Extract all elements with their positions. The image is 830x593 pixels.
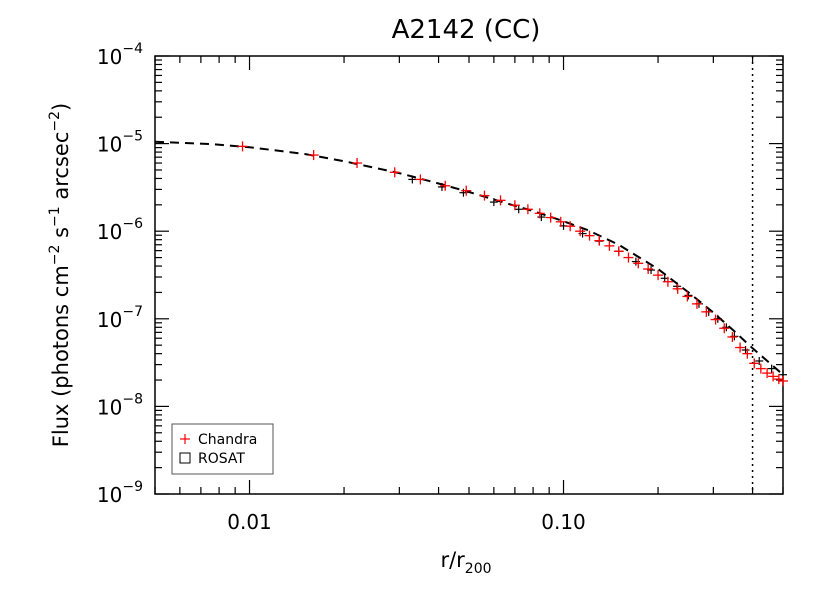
rosat-point [537,213,546,222]
y-tick-base: 10 [97,220,122,244]
x-tick-labels: 0.01 0.10 [227,510,586,534]
chandra-point [727,331,738,342]
chandra-point [735,342,746,353]
chandra-point [389,167,400,178]
y-tick-labels: 10−410−510−610−710−810−9 [97,41,143,507]
rosat-point [408,175,417,184]
chandra-point [719,323,730,334]
y-label-exp: −2 [47,245,63,266]
y-label-part: ) [49,103,73,111]
y-tick-label: 10−7 [97,304,143,332]
y-tick-exponent: −9 [122,479,143,495]
legend-chandra-label: Chandra [198,432,257,448]
y-label-exp: −2 [47,111,63,132]
y-tick-base: 10 [97,483,122,507]
chandra-point [594,235,605,246]
chandra-point [672,283,683,294]
chandra-point [768,371,779,382]
y-tick-exponent: −8 [122,391,143,407]
rosat-point [514,205,523,214]
y-axis-label: Flux (photons cm−2 s−1 arcsec−2) [47,103,73,447]
y-label-part: Flux (photons cm [49,265,73,447]
chandra-point [545,212,556,223]
chandra-point [749,358,760,369]
legend-rosat-marker [179,452,191,464]
y-tick-label: 10−6 [97,216,143,244]
legend: Chandra ROSAT [171,423,274,475]
chandra-point [479,190,490,201]
chandra-point [755,363,766,374]
chandra-point [633,258,644,269]
y-tick-base: 10 [97,395,122,419]
rosat-point [767,364,776,373]
y-tick-label: 10−8 [97,391,143,419]
rosat-point [489,198,498,207]
rosat-series [408,175,787,379]
chandra-point [565,221,576,232]
chandra-point [584,230,595,241]
chandra-point [237,141,248,152]
y-tick-base: 10 [97,308,122,332]
x-tick-label: 0.10 [541,510,586,534]
legend-chandra-marker [180,434,190,444]
y-tick-exponent: −7 [122,304,143,320]
chandra-point [682,291,693,302]
chart-title: A2142 (CC) [392,15,541,45]
chandra-point [415,174,426,185]
chandra-point [352,158,363,169]
chandra-point [701,306,712,317]
rosat-point [741,346,750,355]
chandra-point [653,270,664,281]
y-tick-exponent: −4 [122,41,143,57]
chandra-point [495,195,506,206]
x-axis-label-main: r/r [440,548,465,572]
chandra-point [461,185,472,196]
y-tick-base: 10 [97,133,122,157]
y-tick-exponent: −5 [122,129,143,145]
chandra-point [534,208,545,219]
chandra-series [237,141,788,386]
y-label-part: s [49,227,73,245]
chandra-point [762,368,773,379]
chandra-point [440,180,451,191]
y-label-part: arcsec [49,132,73,207]
chandra-point [662,276,673,287]
rosat-point [722,323,731,332]
x-tick-label: 0.01 [227,510,272,534]
chandra-point [308,150,319,161]
chandra-point [613,246,624,257]
model-dashed-line [154,140,784,376]
chandra-point [773,374,784,385]
legend-box [171,423,274,475]
y-tick-exponent: −6 [122,216,143,232]
chandra-point [555,216,566,227]
plot-area: 0.01 0.10 10−410−510−610−710−810−9 [97,41,788,534]
rosat-point [684,291,693,300]
y-label-exp: −1 [47,206,63,227]
y-tick-label: 10−9 [97,479,143,507]
chandra-point [623,252,634,263]
y-tick-label: 10−5 [97,129,143,157]
legend-rosat-label: ROSAT [198,451,245,467]
chandra-point [742,348,753,359]
chandra-point [643,264,654,275]
chandra-point [575,226,586,237]
chandra-point [604,240,615,251]
chandra-point [509,200,520,211]
chandra-point [691,298,702,309]
x-axis-label-sub: 200 [465,561,492,577]
y-tick-base: 10 [97,45,122,69]
y-tick-label: 10−4 [97,41,143,69]
chandra-point [778,375,788,386]
y-tick-marks [155,55,783,495]
chandra-point [522,204,533,215]
chandra-point [710,314,721,325]
x-axis-label: r/r200 [440,548,491,577]
